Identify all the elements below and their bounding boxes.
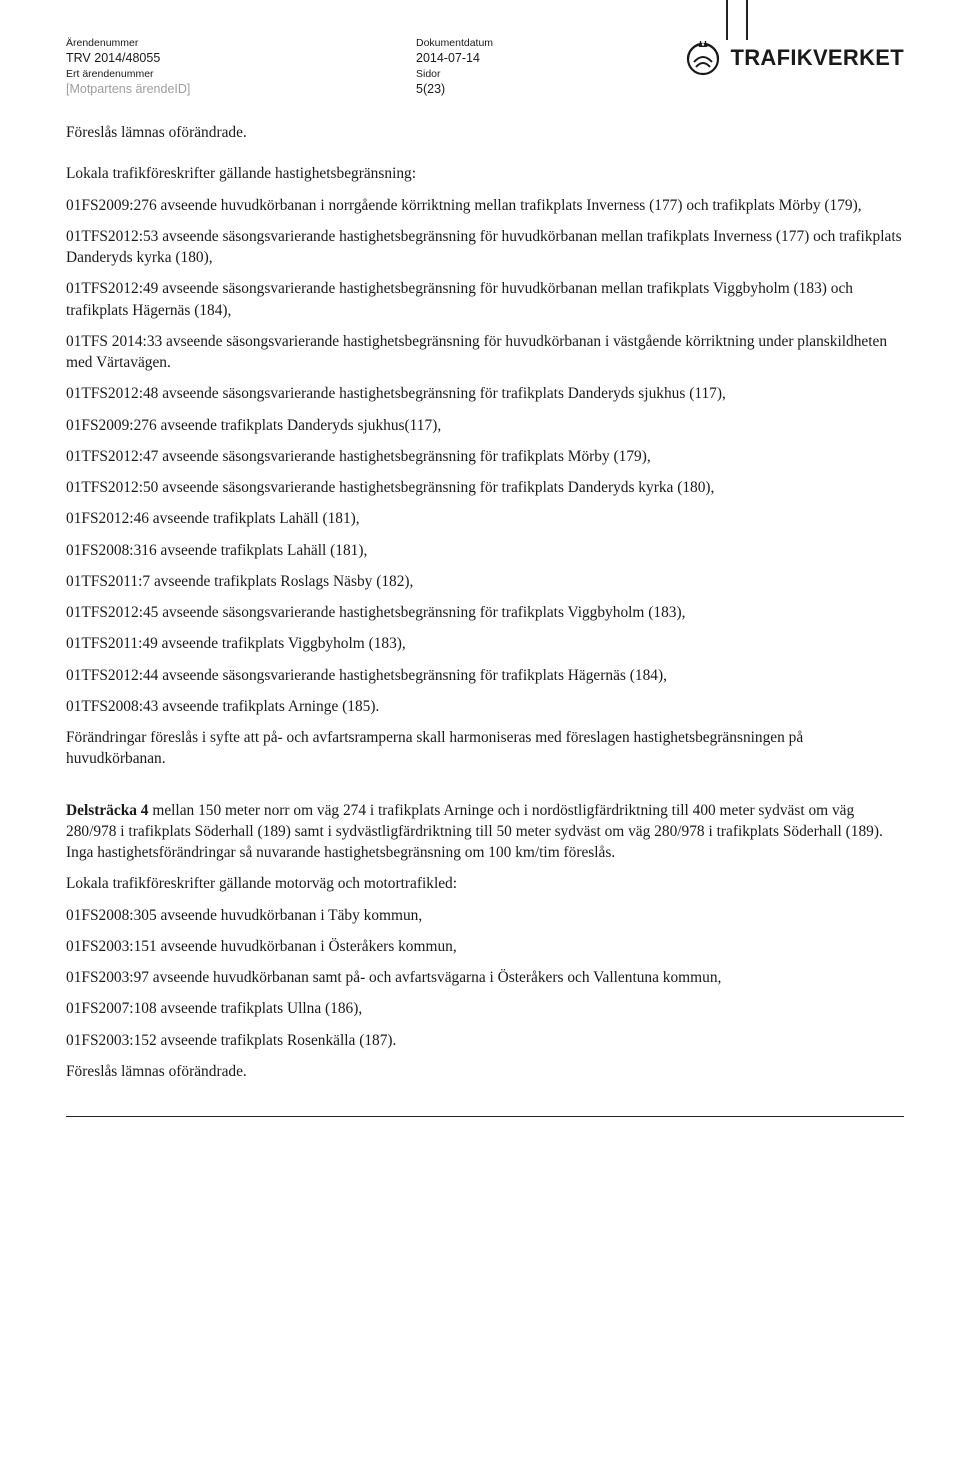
value-sidor: 5(23)	[416, 81, 616, 98]
label-ert-arendenummer: Ert ärendenummer	[66, 67, 406, 81]
paragraph: Föreslås lämnas oförändrade.	[66, 1061, 904, 1082]
paragraph: 01TFS2012:48 avseende säsongsvarierande …	[66, 383, 904, 404]
paragraph: 01FS2003:97 avseende huvudkörbanan samt …	[66, 967, 904, 988]
paragraph: 01FS2012:46 avseende trafikplats Lahäll …	[66, 508, 904, 529]
paragraph: 01TFS2008:43 avseende trafikplats Arning…	[66, 696, 904, 717]
text-run: mellan 150 meter norr om väg 274 i trafi…	[66, 802, 883, 862]
paragraph: 01TFS 2014:33 avseende säsongsvarierande…	[66, 331, 904, 374]
footer-rule	[66, 1116, 904, 1117]
paragraph: 01FS2003:152 avseende trafikplats Rosenk…	[66, 1030, 904, 1051]
document-header: Ärendenummer Dokumentdatum TRAFIKVERKET …	[66, 36, 904, 98]
logo-text: TRAFIKVERKET	[731, 43, 905, 73]
paragraph: Förändringar föreslås i syfte att på- oc…	[66, 727, 904, 770]
paragraph: 01FS2008:305 avseende huvudkörbanan i Tä…	[66, 905, 904, 926]
paragraph: 01TFS2012:47 avseende säsongsvarierande …	[66, 446, 904, 467]
paragraph: 01FS2009:276 avseende trafikplats Dander…	[66, 415, 904, 436]
value-arendenummer: TRV 2014/48055	[66, 50, 406, 67]
paragraph: 01TFS2012:44 avseende säsongsvarierande …	[66, 665, 904, 686]
label-sidor: Sidor	[416, 67, 616, 81]
paragraph: 01TFS2012:50 avseende säsongsvarierande …	[66, 477, 904, 498]
paragraph: 01TFS2011:49 avseende trafikplats Viggby…	[66, 633, 904, 654]
document-page: Ärendenummer Dokumentdatum TRAFIKVERKET …	[0, 0, 960, 1459]
paragraph: 01TFS2012:49 avseende säsongsvarierande …	[66, 278, 904, 321]
bold-run: Delsträcka 4	[66, 802, 149, 819]
paragraph: 01TFS2011:7 avseende trafikplats Roslags…	[66, 571, 904, 592]
label-dokumentdatum: Dokumentdatum	[416, 36, 616, 50]
trafikverket-logo-icon	[685, 40, 721, 76]
crop-mark	[726, 0, 728, 40]
document-body: Föreslås lämnas oförändrade. Lokala traf…	[66, 122, 904, 1082]
logo-cell: TRAFIKVERKET	[626, 36, 904, 98]
trafikverket-logo: TRAFIKVERKET	[685, 40, 905, 76]
paragraph: 01FS2009:276 avseende huvudkörbanan i no…	[66, 195, 904, 216]
value-dokumentdatum: 2014-07-14	[416, 50, 616, 67]
paragraph: 01TFS2012:53 avseende säsongsvarierande …	[66, 226, 904, 269]
paragraph: 01FS2003:151 avseende huvudkörbanan i Ös…	[66, 936, 904, 957]
paragraph: Lokala trafikföreskrifter gällande hasti…	[66, 163, 904, 184]
paragraph: Delsträcka 4 mellan 150 meter norr om vä…	[66, 800, 904, 864]
paragraph: 01TFS2012:45 avseende säsongsvarierande …	[66, 602, 904, 623]
paragraph: 01FS2007:108 avseende trafikplats Ullna …	[66, 998, 904, 1019]
label-arendenummer: Ärendenummer	[66, 36, 406, 50]
paragraph: Lokala trafikföreskrifter gällande motor…	[66, 873, 904, 894]
paragraph: 01FS2008:316 avseende trafikplats Lahäll…	[66, 540, 904, 561]
paragraph: Föreslås lämnas oförändrade.	[66, 122, 904, 143]
value-ert-arendenummer: [Motpartens ärendeID]	[66, 81, 406, 98]
